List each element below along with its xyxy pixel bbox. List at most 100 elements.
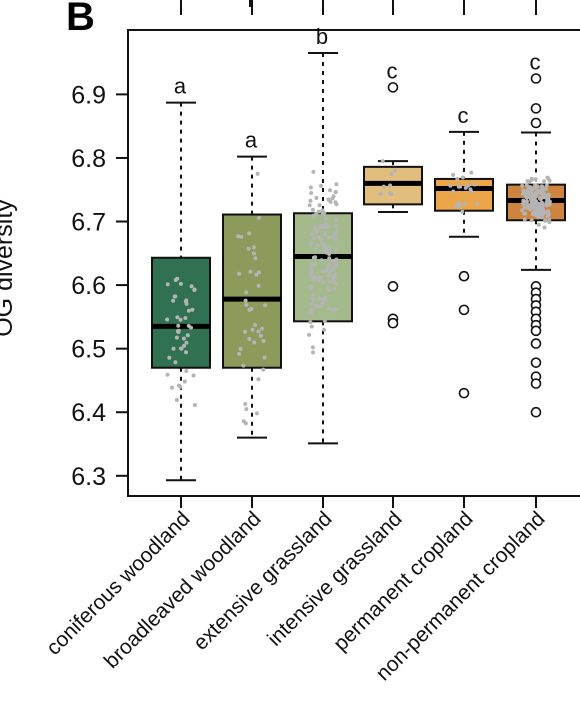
jitter-point <box>248 269 253 274</box>
jitter-point <box>313 304 318 309</box>
jitter-point <box>334 182 339 187</box>
jitter-point <box>254 411 259 416</box>
jitter-point <box>547 178 552 183</box>
jitter-point <box>327 247 331 252</box>
jitter-point <box>178 281 183 286</box>
outlier-point <box>530 406 542 418</box>
jitter-point <box>179 346 184 351</box>
jitter-point <box>308 302 313 307</box>
jitter-point <box>333 247 338 252</box>
jitter-point <box>243 298 248 303</box>
jitter-point <box>308 242 313 247</box>
jitter-point <box>311 297 315 302</box>
jitter-point <box>261 339 266 343</box>
significance-letter: c <box>387 58 398 83</box>
jitter-point <box>192 403 197 407</box>
jitter-point <box>321 297 325 302</box>
jitter-point <box>542 225 547 230</box>
jitter-point <box>176 323 181 328</box>
box-iqr <box>434 177 494 212</box>
jitter-point <box>261 367 266 372</box>
jitter-point <box>334 307 339 312</box>
jitter-point <box>244 407 249 412</box>
jitter-point <box>314 229 319 234</box>
jitter-point <box>381 184 386 189</box>
jitter-point <box>331 259 336 264</box>
jitter-point <box>244 303 249 307</box>
jitter-point <box>314 195 319 200</box>
jitter-point <box>190 307 195 312</box>
jitter-point <box>393 168 398 173</box>
jitter-point <box>311 236 316 241</box>
outlier-point <box>387 317 399 329</box>
jitter-point <box>324 268 329 273</box>
jitter-point <box>310 277 315 282</box>
jitter-point <box>191 373 196 378</box>
jitter-point <box>185 333 190 338</box>
y-tick-label: 6.5 <box>71 336 106 364</box>
jitter-point <box>323 221 328 226</box>
jitter-point <box>189 284 194 289</box>
jitter-point <box>328 268 333 273</box>
significance-letter: c <box>458 103 469 128</box>
jitter-point <box>165 372 170 377</box>
jitter-point <box>543 218 547 223</box>
outlier-point <box>530 325 542 337</box>
jitter-point <box>238 346 243 351</box>
outlier-point <box>530 73 542 84</box>
jitter-point <box>525 205 529 210</box>
jitter-point <box>380 159 385 164</box>
jitter-point <box>171 298 176 303</box>
jitter-point <box>332 287 337 291</box>
jitter-point <box>532 209 537 214</box>
jitter-point <box>175 315 180 320</box>
jitter-point <box>311 169 316 174</box>
outlier-point <box>387 82 399 93</box>
outlier-point <box>387 281 399 292</box>
jitter-point <box>525 194 530 199</box>
jitter-point <box>462 201 467 206</box>
jitter-point <box>318 304 323 309</box>
jitter-point <box>545 201 550 206</box>
jitter-point <box>178 317 183 322</box>
jitter-point <box>539 188 544 193</box>
jitter-point <box>315 243 320 248</box>
y-tick-label: 6.6 <box>71 272 106 300</box>
jitter-point <box>313 247 318 252</box>
jitter-point <box>307 203 312 208</box>
jitter-point <box>175 276 180 281</box>
jitter-point <box>310 345 315 350</box>
jitter-point <box>308 320 313 325</box>
jitter-point <box>460 209 465 214</box>
jitter-point <box>310 232 315 237</box>
jitter-point <box>327 279 332 283</box>
jitter-point <box>183 299 188 304</box>
jitter-point <box>378 191 383 196</box>
jitter-point <box>319 183 323 188</box>
jitter-point <box>529 204 534 209</box>
outlier-point <box>530 378 542 389</box>
jitter-point <box>451 189 456 194</box>
jitter-point <box>546 192 551 197</box>
jitter-point <box>323 244 328 249</box>
jitter-point <box>173 360 178 365</box>
jitter-point <box>256 329 261 334</box>
outlier-point <box>530 357 542 368</box>
jitter-point <box>165 282 170 287</box>
jitter-point <box>327 306 332 311</box>
x-category-label: permanent cropland <box>329 507 477 655</box>
jitter-point <box>316 209 321 214</box>
jitter-point <box>246 246 251 251</box>
jitter-point <box>186 308 191 313</box>
outlier-point <box>530 103 542 114</box>
jitter-point <box>247 307 252 312</box>
jitter-point <box>320 301 325 306</box>
jitter-point <box>456 184 461 189</box>
jitter-point <box>539 184 544 189</box>
jitter-point <box>182 379 187 384</box>
jitter-point <box>167 355 172 360</box>
jitter-point <box>239 234 244 239</box>
jitter-point <box>317 296 322 301</box>
jitter-point <box>237 271 242 276</box>
